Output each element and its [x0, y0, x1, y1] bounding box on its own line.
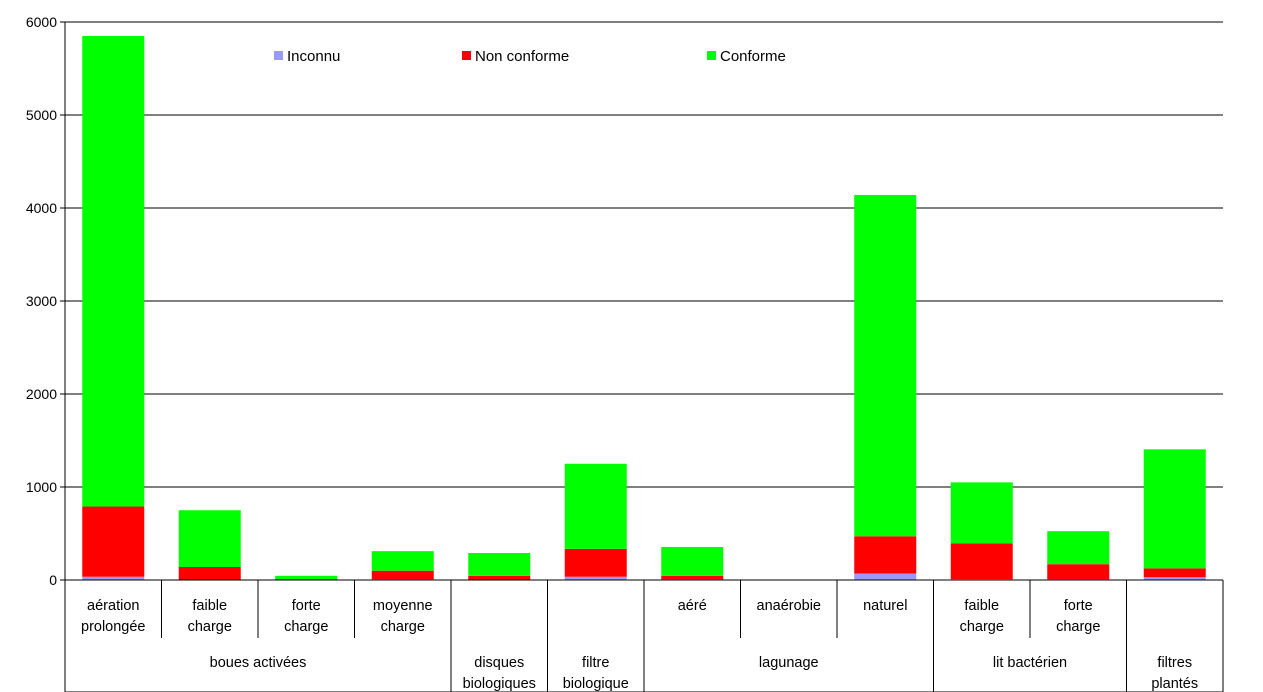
bar-segment	[1047, 564, 1110, 580]
bar-segment	[468, 575, 531, 580]
category-label: moyenne charge	[373, 598, 433, 635]
category-label-line: faible	[964, 598, 999, 614]
group-label-line: lagunage	[759, 655, 819, 671]
legend-swatch	[707, 51, 716, 60]
bar-segment	[950, 543, 1013, 580]
category-label: aéré	[678, 598, 707, 614]
legend-label: Non conforme	[475, 48, 569, 65]
bar-segment	[564, 463, 627, 549]
bar-segment	[1143, 449, 1206, 569]
group-label: boues activées	[210, 655, 307, 671]
group-label-line: biologiques	[463, 676, 536, 692]
legend-swatch	[274, 51, 283, 60]
bar-segment	[82, 576, 145, 580]
bar-segment	[1143, 577, 1206, 580]
category-label: faible charge	[188, 598, 232, 635]
category-label-line: naturel	[863, 598, 907, 614]
bar-segment	[564, 576, 627, 580]
y-tick-label: 5000	[26, 107, 57, 123]
legend-swatch	[462, 51, 471, 60]
category-label-line: aération	[87, 598, 139, 614]
bar-segment	[371, 570, 434, 580]
bar-segment	[950, 482, 1013, 544]
category-label-line: charge	[188, 619, 232, 635]
category-label-line: charge	[1056, 619, 1100, 635]
bar-segment	[178, 566, 241, 580]
y-axis-ticks: 0 1000 2000 3000 4000 5000 6000	[26, 14, 65, 588]
category-label: aération prolongée	[81, 598, 146, 635]
bar-segment	[854, 573, 917, 580]
category-label: forte charge	[1056, 598, 1100, 635]
bar-segment	[854, 536, 917, 574]
bar-segment	[275, 575, 338, 580]
category-label-line: faible	[192, 598, 227, 614]
category-label-line: forte	[292, 598, 321, 614]
group-label: lit bactérien	[993, 655, 1067, 671]
bar-segment	[854, 194, 917, 537]
group-label: disques biologiques	[463, 655, 536, 692]
legend-label: Inconnu	[287, 48, 340, 65]
y-tick-label: 0	[49, 572, 57, 588]
bar-segment	[82, 506, 145, 577]
bar-segment	[1143, 568, 1206, 578]
category-label: naturel	[863, 598, 907, 614]
legend: Inconnu Non conforme Conforme	[274, 48, 786, 65]
y-tick-label: 6000	[26, 14, 57, 30]
legend-label: Conforme	[720, 48, 786, 65]
group-label-line: disques	[474, 655, 524, 671]
bar-segment	[661, 575, 724, 580]
category-label-line: charge	[284, 619, 328, 635]
group-label-line: filtre	[582, 655, 609, 671]
category-label-line: prolongée	[81, 619, 146, 635]
category-label: faible charge	[960, 598, 1004, 635]
y-tick-label: 4000	[26, 200, 57, 216]
group-label-line: biologique	[563, 676, 629, 692]
bar-segment	[371, 551, 434, 571]
category-label: forte charge	[284, 598, 328, 635]
category-label-line: forte	[1064, 598, 1093, 614]
group-label-line: lit bactérien	[993, 655, 1067, 671]
group-label-line: boues activées	[210, 655, 307, 671]
group-label: filtres plantés	[1151, 655, 1198, 692]
category-label-line: moyenne	[373, 598, 433, 614]
y-tick-label: 1000	[26, 479, 57, 495]
group-label-line: filtres	[1157, 655, 1192, 671]
category-label-line: anaérobie	[757, 598, 822, 614]
category-label-line: charge	[960, 619, 1004, 635]
x-axis-labels: aération prolongée faible charge forte charge…	[64, 580, 1224, 692]
category-label-line: charge	[381, 619, 425, 635]
group-label: filtre biologique	[563, 655, 629, 692]
category-label: anaérobie	[757, 598, 822, 614]
y-tick-label: 2000	[26, 386, 57, 402]
y-tick-label: 3000	[26, 293, 57, 309]
bar-segment	[564, 548, 627, 577]
group-label-line: plantés	[1151, 676, 1198, 692]
bar-segment	[468, 553, 531, 576]
bar-segment	[275, 579, 338, 580]
bars	[82, 35, 1206, 580]
grid-lines	[65, 21, 1223, 581]
bar-segment	[1047, 531, 1110, 565]
group-label: lagunage	[759, 655, 819, 671]
bar-segment	[178, 510, 241, 567]
bar-segment	[82, 35, 145, 507]
category-label-line: aéré	[678, 598, 707, 614]
bar-segment	[661, 546, 724, 576]
